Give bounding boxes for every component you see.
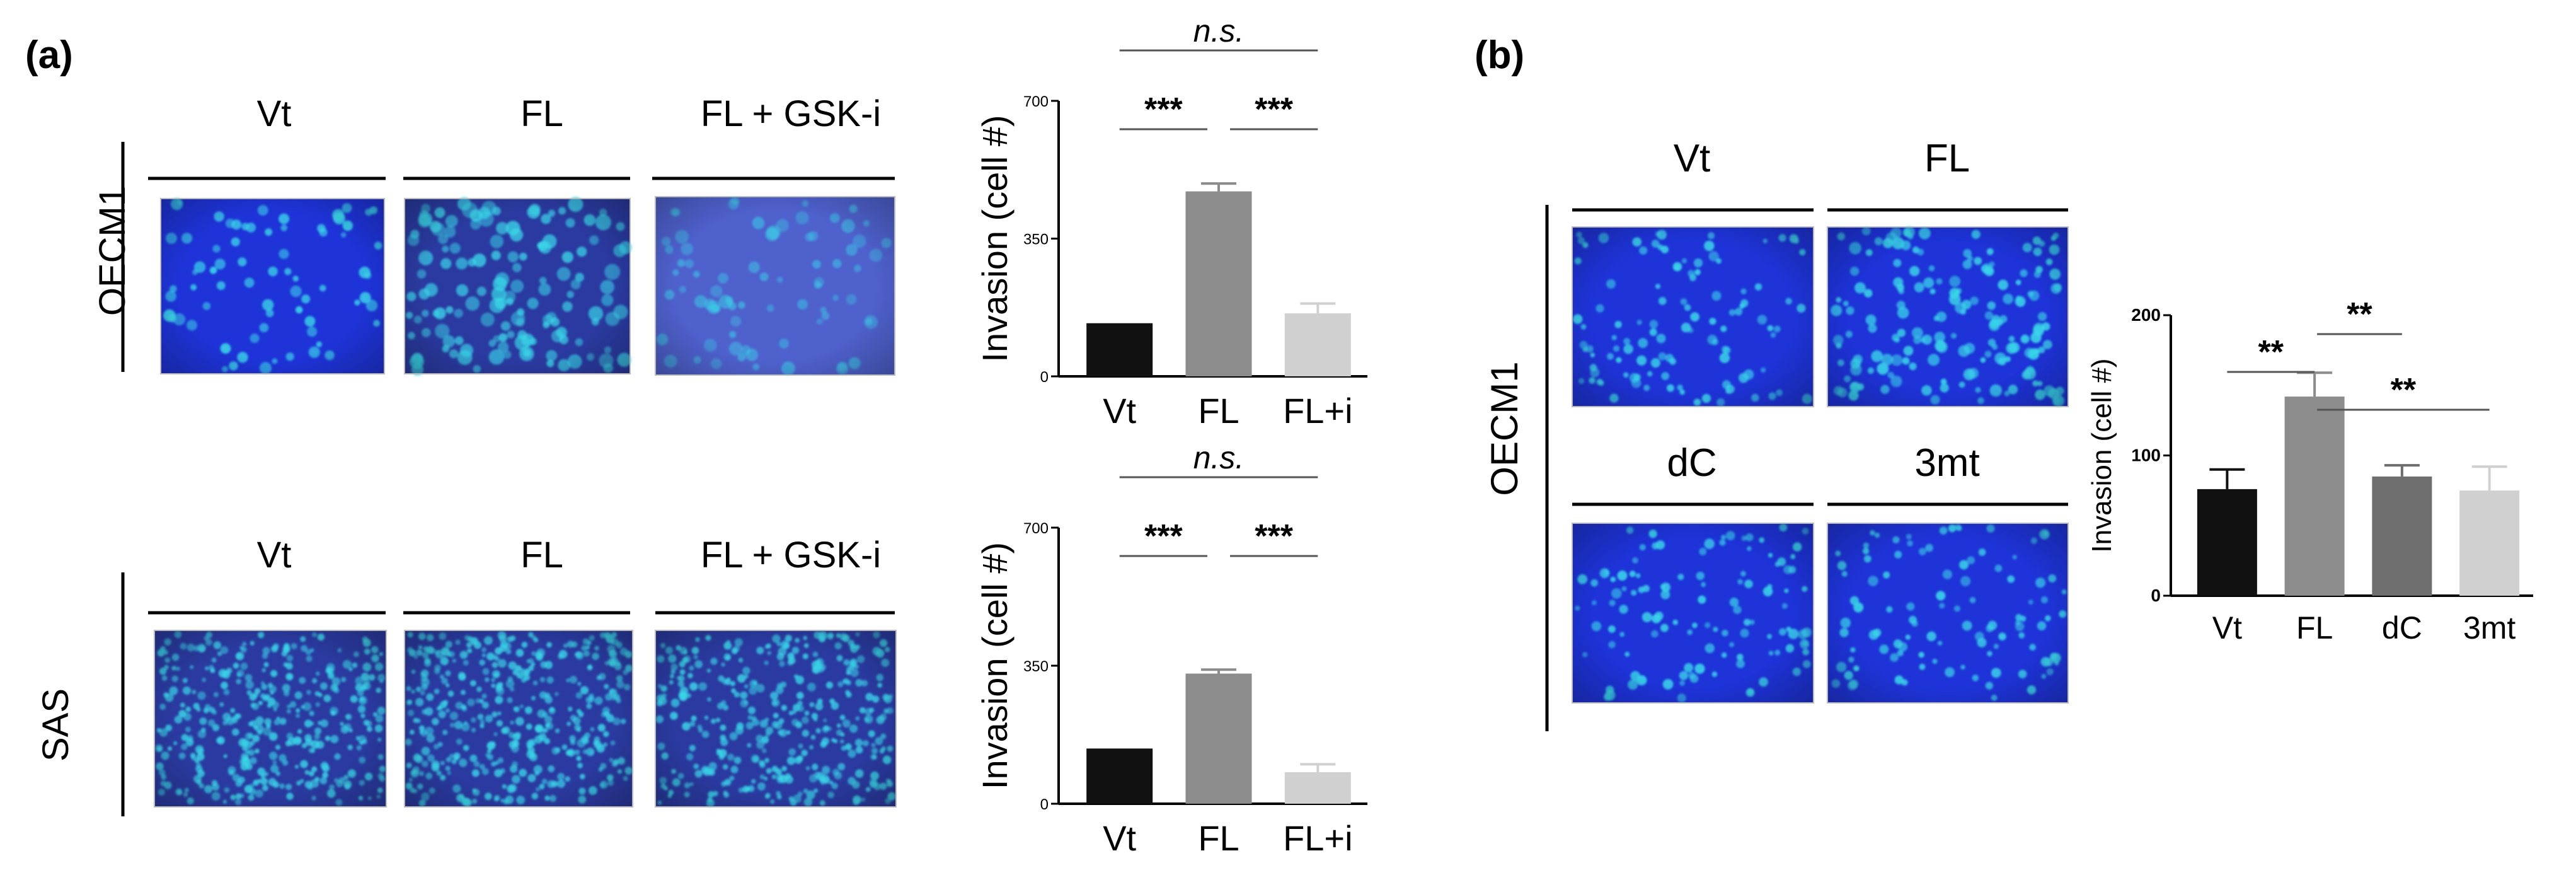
bar-vt xyxy=(1086,323,1153,376)
micrograph-vignette xyxy=(1827,523,2068,703)
micrograph-frame xyxy=(655,630,897,808)
row-label-oecm1: OECM1 xyxy=(92,186,133,316)
micrograph-frame xyxy=(1827,226,2069,407)
y-tick-label: 350 xyxy=(1023,658,1049,675)
y-tick-label: 700 xyxy=(1023,520,1049,537)
category-label: Vt xyxy=(2212,610,2242,646)
category-label: FL+i xyxy=(1283,818,1353,858)
significance-label: *** xyxy=(1255,91,1293,128)
significance-label: n.s. xyxy=(1193,440,1245,475)
micrograph xyxy=(1827,226,2069,407)
bar-3mt xyxy=(2459,490,2520,596)
chart-a-oecm1: 0 350 700 Invasion (cell #) Vt FL FL+i n.s. *** *… xyxy=(975,13,1367,431)
micrograph-frame xyxy=(404,198,631,374)
micrograph-vignette xyxy=(154,630,386,807)
micrograph xyxy=(655,630,897,808)
bar-vt xyxy=(2197,489,2257,596)
bar-fl xyxy=(2284,397,2345,596)
category-label: FL xyxy=(1198,818,1239,858)
significance-label: *** xyxy=(1255,518,1293,555)
category-label: Vt xyxy=(1103,818,1136,858)
chart-a-sas: 0 350 700 Invasion (cell #) Vt FL FL+i n.s. *** *… xyxy=(975,440,1367,858)
micrograph-frame xyxy=(1572,226,1814,407)
y-tick-label: 350 xyxy=(1023,231,1049,248)
panel-a-oecm1-row: OECM1 Vt FL FL + GSK-i xyxy=(92,93,895,376)
y-tick-label: 0 xyxy=(1040,796,1049,813)
row-label-oecm1-b: OECM1 xyxy=(1483,361,1526,495)
micrograph xyxy=(1827,523,2069,704)
col-label-vt: Vt xyxy=(257,535,292,576)
panel-a-sas-row: SAS Vt FL FL + GSK-i xyxy=(35,535,897,816)
panel-b-label: (b) xyxy=(1475,33,1524,77)
grid-label-dc: dC xyxy=(1667,441,1716,485)
micrograph-vignette xyxy=(1572,227,1814,407)
y-tick-label: 200 xyxy=(2131,305,2161,325)
category-label: FL xyxy=(1198,391,1239,431)
category-label: dC xyxy=(2382,610,2422,646)
significance-label: ** xyxy=(2391,372,2417,408)
category-label: 3mt xyxy=(2463,610,2516,646)
y-tick-label: 0 xyxy=(1040,369,1049,386)
col-label-fl-gsk: FL + GSK-i xyxy=(701,535,881,576)
bar-fl-i xyxy=(1284,772,1351,804)
row-label-sas: SAS xyxy=(35,688,76,762)
micrograph xyxy=(655,196,895,376)
y-tick-label: 0 xyxy=(2151,586,2161,605)
significance-label: ** xyxy=(2258,334,2284,371)
significance-label: ** xyxy=(2347,296,2372,333)
panel-a-label: (a) xyxy=(25,33,73,77)
bar-fl xyxy=(1185,673,1252,804)
col-label-fl-gsk: FL + GSK-i xyxy=(701,93,881,134)
micrograph-vignette xyxy=(1572,523,1814,703)
significance-label: n.s. xyxy=(1193,13,1245,49)
micrograph xyxy=(404,197,632,376)
micrograph-vignette xyxy=(161,199,384,374)
y-axis-label: Invasion (cell #) xyxy=(975,542,1015,789)
micrograph-vignette xyxy=(405,630,633,807)
y-tick-label: 100 xyxy=(2131,446,2161,465)
significance-label: *** xyxy=(1144,518,1183,555)
micrograph-frame xyxy=(655,196,895,376)
category-label: FL xyxy=(2296,610,2333,646)
y-axis-label: Invasion (cell #) xyxy=(975,115,1015,362)
bar-dc xyxy=(2372,476,2432,596)
bar-fl-i xyxy=(1284,313,1351,376)
micrograph-frame xyxy=(404,630,633,808)
significance-label: *** xyxy=(1144,91,1183,128)
micrograph xyxy=(1572,523,1814,704)
micrograph xyxy=(404,630,633,808)
micrograph xyxy=(154,630,387,808)
category-label: Vt xyxy=(1103,391,1136,431)
col-label-vt: Vt xyxy=(257,93,292,134)
y-tick-label: 700 xyxy=(1023,93,1049,110)
grid-label-vt: Vt xyxy=(1674,137,1711,180)
micrograph xyxy=(1572,226,1814,407)
y-axis-label: Invasion (cell #) xyxy=(2086,358,2117,552)
micrograph-vignette xyxy=(655,630,896,807)
micrograph-frame xyxy=(1572,523,1814,704)
grid-label-3mt: 3mt xyxy=(1914,441,1979,485)
micrograph-frame xyxy=(1827,523,2069,704)
col-label-fl: FL xyxy=(520,535,563,576)
category-label: FL+i xyxy=(1283,391,1353,431)
micrograph-frame xyxy=(160,198,385,374)
panel-b-grid: OECM1 Vt FL dC 3mt xyxy=(1483,137,2069,731)
micrograph-frame xyxy=(154,630,387,808)
bar-vt xyxy=(1086,748,1153,804)
micrograph-vignette xyxy=(405,199,630,374)
micrograph-vignette xyxy=(655,197,895,375)
grid-label-fl: FL xyxy=(1924,137,1970,180)
chart-b-oecm1: 0 100 200 Invasion (cell #) Vt FL dC 3mt ** ** ** xyxy=(2086,296,2533,646)
bar-fl xyxy=(1185,191,1252,376)
micrograph-vignette xyxy=(1827,227,2068,407)
col-label-fl: FL xyxy=(520,93,563,134)
micrograph xyxy=(160,197,385,374)
